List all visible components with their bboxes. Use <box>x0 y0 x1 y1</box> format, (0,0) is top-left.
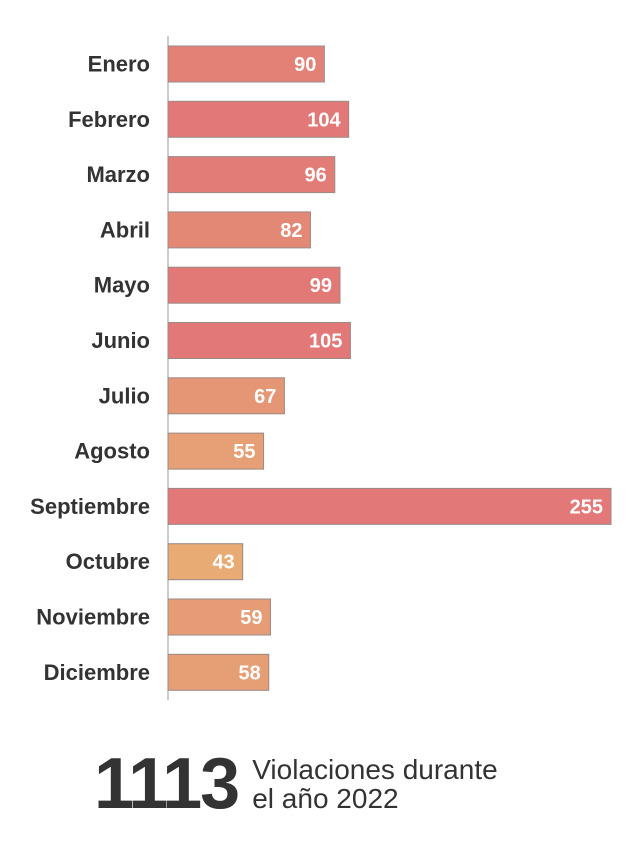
bar-group: Agosto 55 <box>74 432 265 470</box>
bar-value-label: 67 <box>254 386 276 408</box>
bar-group: Junio 105 <box>91 322 351 359</box>
category-label: Mayo <box>94 273 150 298</box>
category-label: Agosto <box>74 439 150 464</box>
bar-group: Abril 82 <box>100 211 311 249</box>
bar-group: Febrero 104 <box>68 100 350 138</box>
bar-value-label: 82 <box>280 220 302 242</box>
bar-value-label: 104 <box>307 109 341 131</box>
bar-value-label: 59 <box>240 607 262 629</box>
category-label: Noviembre <box>36 605 150 630</box>
bar-group: Diciembre 58 <box>44 653 270 691</box>
summary-caption-line2: el año 2022 <box>252 783 399 814</box>
bar <box>167 322 351 359</box>
summary-block: 1113 Violaciones durante el año 2022 <box>94 748 498 820</box>
bar-value-label: 96 <box>305 165 327 187</box>
bar <box>167 377 285 415</box>
bar-value-label: 43 <box>212 552 234 574</box>
category-label: Junio <box>91 328 150 353</box>
bar-group: Marzo 96 <box>86 156 336 194</box>
bar-group: Mayo 99 <box>94 266 341 304</box>
summary-caption: Violaciones durante el año 2022 <box>252 755 497 813</box>
total-count: 1113 <box>94 744 240 824</box>
bar-value-label: 255 <box>570 496 603 518</box>
bar <box>167 211 311 249</box>
bar <box>167 487 612 525</box>
bar <box>167 543 244 581</box>
bar-group: Julio 67 <box>99 377 285 415</box>
bar-group: Octubre 43 <box>66 543 244 581</box>
category-label: Octubre <box>66 549 150 574</box>
category-label: Abril <box>100 217 150 242</box>
bar-value-label: 90 <box>294 54 316 76</box>
bar-chart: Enero 90 Febrero 104 Marzo 96 Abril 82 Mayo 99 Jun… <box>30 36 612 701</box>
bar <box>167 156 336 194</box>
category-label: Enero <box>88 52 150 77</box>
bar-group: Septiembre 255 <box>30 487 612 525</box>
category-label: Julio <box>99 383 150 408</box>
summary-caption-line1: Violaciones durante <box>252 754 498 785</box>
bar <box>167 653 270 691</box>
category-label: Marzo <box>86 162 150 187</box>
category-label: Septiembre <box>30 494 150 519</box>
bar-value-label: 99 <box>310 275 332 297</box>
bar <box>167 432 265 470</box>
bar-group: Noviembre 59 <box>36 598 271 636</box>
bar <box>167 266 341 304</box>
category-label: Febrero <box>68 107 150 132</box>
bar <box>167 100 350 138</box>
bar <box>167 45 325 83</box>
bar-value-label: 55 <box>233 441 255 463</box>
category-label: Diciembre <box>44 660 150 685</box>
bar-value-label: 105 <box>309 331 342 353</box>
bar-value-label: 58 <box>239 662 261 684</box>
bar <box>167 598 271 636</box>
bar-group: Enero 90 <box>88 45 325 83</box>
